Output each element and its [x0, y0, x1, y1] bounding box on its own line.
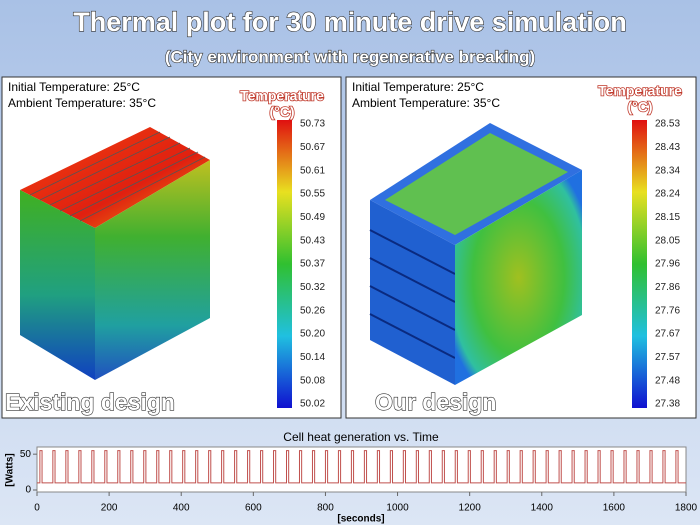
colorbar-label: 27.57: [655, 352, 680, 363]
x-tick-label: 1000: [386, 503, 409, 514]
colorbar-label: 27.96: [655, 259, 680, 270]
caption: Our design: [375, 389, 496, 415]
y-axis-label: [Watts]: [5, 453, 16, 487]
colorbar-label: 50.14: [300, 352, 325, 363]
panel-left: Initial Temperature: 25°C Ambient Temper…: [1, 76, 342, 419]
colorbar-label: 50.55: [300, 189, 325, 200]
colorbar-label: 50.73: [300, 119, 325, 130]
subtitle: (City environment with regenerative brea…: [165, 47, 535, 66]
x-tick-label: 1600: [603, 503, 626, 514]
ambient-temp: Ambient Temperature: 35°C: [8, 96, 156, 110]
x-tick-label: 1200: [459, 503, 482, 514]
x-tick-label: 1800: [675, 503, 698, 514]
y-tick-label: 50: [20, 449, 32, 460]
colorbar-label: 50.67: [300, 142, 325, 153]
colorbar-label: 50.02: [300, 399, 325, 410]
colorbar-label: 28.24: [655, 189, 680, 200]
colorbar: [632, 120, 647, 408]
x-tick-label: 0: [34, 503, 40, 514]
y-tick-label: 0: [25, 485, 31, 496]
legend-unit: (°C): [627, 99, 652, 115]
colorbar-label: 28.43: [655, 142, 680, 153]
x-tick-label: 200: [101, 503, 118, 514]
colorbar-label: 27.76: [655, 305, 680, 316]
colorbar-label: 50.49: [300, 212, 325, 223]
plot-area: [36, 446, 687, 493]
block-side: [455, 170, 582, 385]
chart-title: Cell heat generation vs. Time: [283, 430, 439, 444]
colorbar-label: 50.08: [300, 375, 325, 386]
colorbar-label: 27.48: [655, 375, 680, 386]
colorbar-label: 27.67: [655, 329, 680, 340]
colorbar-label: 50.43: [300, 235, 325, 246]
colorbar-label: 50.61: [300, 165, 325, 176]
title: Thermal plot for 30 minute drive simulat…: [73, 7, 627, 37]
initial-temp: Initial Temperature: 25°C: [352, 80, 484, 94]
colorbar-label: 27.86: [655, 282, 680, 293]
ambient-temp: Ambient Temperature: 35°C: [352, 96, 500, 110]
colorbar-label: 27.38: [655, 399, 680, 410]
block-top-inner: [385, 133, 568, 235]
colorbar: [277, 120, 292, 408]
ribs: [369, 229, 456, 359]
colorbar-label: 50.37: [300, 259, 325, 270]
colorbar-label: 28.34: [655, 165, 680, 176]
x-tick-label: 600: [245, 503, 262, 514]
panel-right: Initial Temperature: 25°C Ambient Temper…: [345, 76, 697, 419]
legend-unit: (°C): [269, 104, 294, 120]
x-axis-label: [seconds]: [337, 514, 384, 525]
block-side: [95, 160, 210, 380]
colorbar-label: 50.26: [300, 305, 325, 316]
legend-title: Temperature: [240, 88, 324, 104]
block-top: [20, 127, 210, 228]
initial-temp: Initial Temperature: 25°C: [8, 80, 140, 94]
colorbar-label: 28.05: [655, 235, 680, 246]
caption: Existing design: [5, 389, 175, 415]
colorbar-label: 50.32: [300, 282, 325, 293]
colorbar-label: 50.20: [300, 329, 325, 340]
x-tick-label: 1400: [531, 503, 554, 514]
fins: [29, 131, 206, 222]
heat-line: [37, 450, 686, 484]
block-front: [370, 200, 455, 385]
block-front: [20, 190, 95, 380]
colorbar-label: 28.15: [655, 212, 680, 223]
legend-title: Temperature: [598, 83, 682, 99]
colorbar-label: 28.53: [655, 119, 680, 130]
x-tick-label: 800: [317, 503, 334, 514]
x-tick-label: 400: [173, 503, 190, 514]
